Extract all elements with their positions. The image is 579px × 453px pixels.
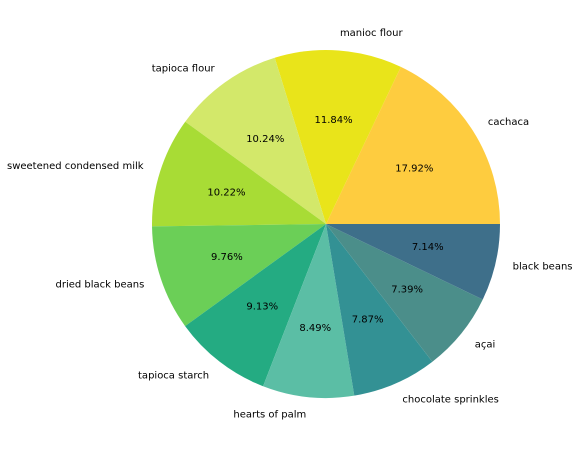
pie-slice-manioc-flour (274, 49, 401, 224)
pie-slice-a-ai (326, 224, 483, 362)
pie-pct-label: 7.14% (412, 242, 444, 253)
pie-category-label: sweetened condensed milk (7, 161, 144, 172)
pie-category-label: cachaca (488, 117, 529, 128)
pie-labels: 17.92% cachaca 11.84% manioc flour 10.24% tap… (7, 28, 573, 420)
pie-pct-label: 7.39% (391, 285, 423, 296)
pie-category-label: dried black beans (56, 279, 145, 290)
pie-pct-label: 10.24% (246, 134, 284, 145)
pie-pct-label: 9.76% (211, 252, 243, 263)
pie-category-label: açai (475, 339, 496, 350)
pie-category-label: black beans (513, 262, 573, 273)
pie-pct-label: 11.84% (315, 115, 353, 126)
pie-pct-label: 9.13% (246, 302, 278, 313)
pie-slice-cachaca (326, 66, 500, 225)
pie-pct-label: 8.49% (299, 323, 331, 334)
pie-slice-dried-black-beans (152, 224, 326, 327)
pie-slice-chocolate-sprinkles (326, 224, 433, 396)
pie-category-label: hearts of palm (233, 409, 306, 420)
pie-category-label: tapioca flour (152, 63, 216, 74)
pie-pct-label: 10.22% (207, 187, 245, 198)
pie-slice-tapioca-starch (185, 224, 326, 387)
pie-slice-sweetened-condensed-milk (152, 121, 326, 227)
pie-category-label: manioc flour (340, 28, 404, 39)
pie-slice-black-beans (326, 224, 500, 300)
pie-category-label: chocolate sprinkles (402, 394, 498, 405)
pie-slice-hearts-of-palm (263, 224, 355, 398)
pie-category-label: tapioca starch (138, 371, 209, 382)
pie-pct-label: 7.87% (352, 315, 384, 326)
pie-slice-tapioca-flour (185, 57, 326, 224)
pie-pct-label: 17.92% (395, 163, 433, 174)
pie-slices (152, 49, 500, 398)
